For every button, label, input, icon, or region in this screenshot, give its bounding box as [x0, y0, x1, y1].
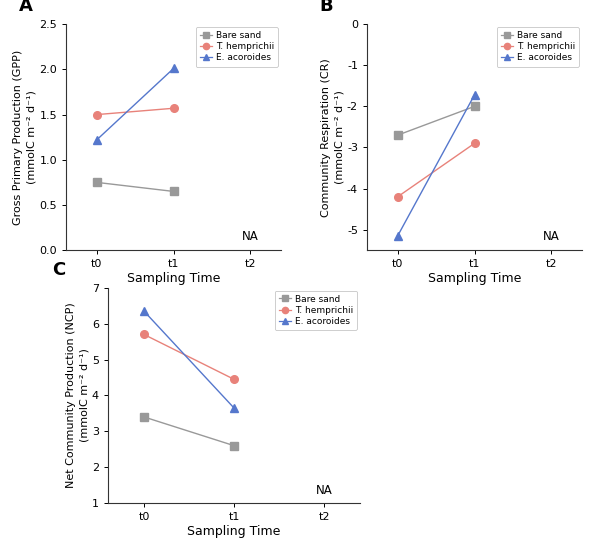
Text: A: A [19, 0, 32, 15]
Text: B: B [320, 0, 334, 15]
Legend: Bare sand, T. hemprichii, E. acoroides: Bare sand, T. hemprichii, E. acoroides [497, 27, 579, 67]
X-axis label: Sampling Time: Sampling Time [127, 272, 220, 285]
Text: NA: NA [316, 484, 332, 497]
Legend: Bare sand, T. hemprichii, E. acoroides: Bare sand, T. hemprichii, E. acoroides [275, 291, 357, 330]
X-axis label: Sampling Time: Sampling Time [187, 525, 281, 538]
X-axis label: Sampling Time: Sampling Time [428, 272, 521, 285]
Y-axis label: Net Community Production (NCP)
(mmolC m⁻² d⁻¹): Net Community Production (NCP) (mmolC m⁻… [66, 302, 89, 489]
Legend: Bare sand, T. hemprichii, E. acoroides: Bare sand, T. hemprichii, E. acoroides [196, 27, 278, 67]
Text: NA: NA [242, 230, 259, 243]
Y-axis label: Gross Primary Production (GPP)
(mmolC m⁻² d⁻¹): Gross Primary Production (GPP) (mmolC m⁻… [13, 49, 37, 225]
Text: C: C [53, 261, 66, 279]
Y-axis label: Community Respiration (CR)
(mmolC m⁻² d⁻¹): Community Respiration (CR) (mmolC m⁻² d⁻… [321, 58, 344, 217]
Text: NA: NA [543, 230, 560, 243]
